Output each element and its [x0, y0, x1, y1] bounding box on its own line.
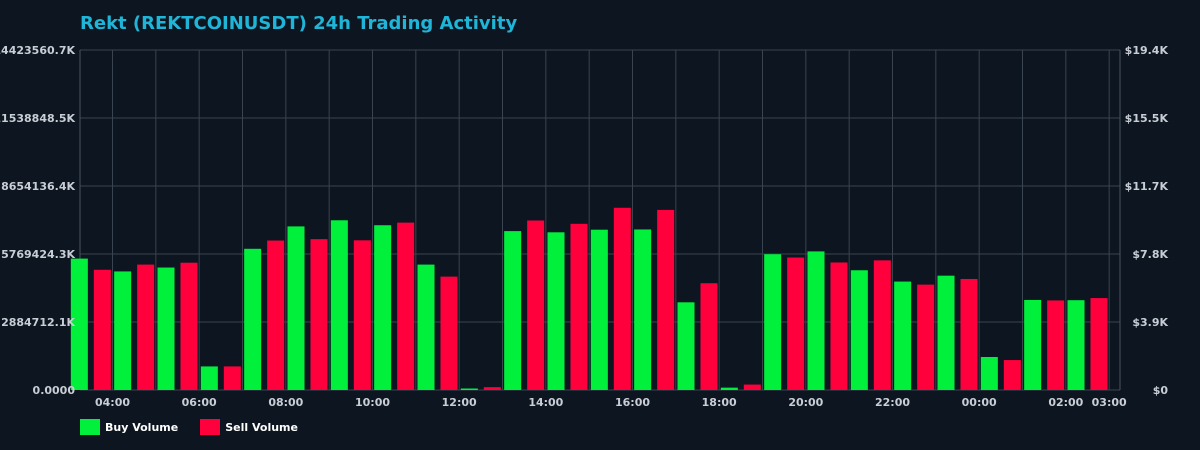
bar-buy-volume — [764, 254, 782, 390]
bar-buy-volume — [157, 267, 175, 390]
bar-sell-volume — [440, 276, 458, 390]
bar-buy-volume — [70, 258, 88, 390]
bar-sell-volume — [960, 278, 978, 390]
y-tick-label-left: 2884712.1K — [1, 316, 75, 329]
bar-buy-volume — [980, 356, 998, 390]
bar-buy-volume — [937, 275, 955, 390]
y-tick-label-right: $11.7K — [1125, 180, 1169, 193]
legend-item-sell-volume[interactable]: Sell Volume — [200, 419, 298, 435]
y-tick-label-left: 11538848.5K — [0, 112, 75, 125]
legend-label-buy: Buy Volume — [105, 420, 179, 434]
bar-sell-volume — [570, 223, 588, 390]
bar-sell-volume — [873, 260, 891, 390]
bar-sell-volume — [700, 283, 718, 390]
x-tick-label: 16:00 — [615, 396, 650, 409]
bar-buy-volume — [720, 387, 738, 390]
x-tick-label: 12:00 — [442, 396, 477, 409]
y-tick-label-right: $3.9K — [1132, 316, 1168, 329]
bar-buy-volume — [287, 226, 305, 390]
bar-buy-volume — [677, 302, 695, 390]
bar-buy-volume — [590, 229, 608, 390]
y-tick-label-right: $19.4K — [1125, 44, 1169, 57]
bar-buy-volume — [504, 231, 522, 390]
bar-sell-volume — [1003, 360, 1021, 390]
x-tick-label: 03:00 — [1092, 396, 1127, 409]
legend: Buy Volume Sell Volume — [80, 419, 298, 435]
y-tick-label-right: $0 — [1153, 384, 1169, 397]
bar-sell-volume — [527, 220, 545, 390]
x-tick-label: 18:00 — [702, 396, 737, 409]
x-tick-label: 08:00 — [268, 396, 303, 409]
bar-sell-volume — [180, 262, 198, 390]
bar-buy-volume — [850, 270, 868, 390]
y-tick-label-left: 8654136.4K — [1, 180, 75, 193]
legend-swatch-sell — [200, 419, 221, 435]
x-tick-label: 06:00 — [182, 396, 217, 409]
bar-sell-volume — [657, 209, 675, 390]
bar-buy-volume — [200, 366, 218, 390]
bar-sell-volume — [1090, 298, 1108, 390]
x-tick-label: 00:00 — [962, 396, 997, 409]
bar-buy-volume — [460, 388, 478, 390]
y-tick-label-left: 5769424.3K — [1, 248, 75, 261]
x-tick-label: 04:00 — [95, 396, 130, 409]
bar-sell-volume — [93, 269, 111, 390]
bar-sell-volume — [223, 366, 241, 390]
bar-sell-volume — [483, 387, 501, 390]
y-tick-label-right: $7.8K — [1132, 248, 1168, 261]
bar-sell-volume — [397, 222, 415, 390]
bar-sell-volume — [353, 240, 371, 390]
bar-buy-volume — [634, 229, 652, 390]
bar-buy-volume — [244, 248, 262, 390]
x-tick-label: 10:00 — [355, 396, 390, 409]
x-tick-label: 22:00 — [875, 396, 910, 409]
bar-buy-volume — [1067, 300, 1085, 390]
y-tick-label-left: 14423560.7K — [0, 44, 75, 57]
bar-sell-volume — [787, 257, 805, 390]
bar-buy-volume — [894, 281, 912, 390]
bar-buy-volume — [1024, 299, 1042, 390]
bar-sell-volume — [830, 262, 848, 390]
bar-sell-volume — [1047, 300, 1065, 390]
chart-title: Rekt (REKTCOINUSDT) 24h Trading Activity — [80, 13, 518, 34]
y-tick-label-left: 0.0000 — [33, 384, 76, 397]
legend-label-sell: Sell Volume — [225, 420, 298, 434]
bar-buy-volume — [330, 220, 348, 390]
legend-item-buy-volume[interactable]: Buy Volume — [80, 419, 178, 435]
bar-sell-volume — [613, 207, 631, 390]
bar-sell-volume — [267, 240, 285, 390]
bar-buy-volume — [417, 264, 435, 390]
bar-buy-volume — [114, 271, 132, 390]
y-tick-label-right: $15.5K — [1125, 112, 1169, 125]
bar-buy-volume — [374, 225, 392, 390]
bar-buy-volume — [807, 251, 825, 390]
x-tick-label: 14:00 — [528, 396, 563, 409]
bar-sell-volume — [917, 284, 935, 390]
bar-buy-volume — [547, 232, 565, 390]
legend-swatch-buy — [80, 419, 100, 435]
bar-sell-volume — [743, 384, 761, 390]
bar-sell-volume — [310, 239, 328, 390]
x-tick-label: 02:00 — [1048, 396, 1083, 409]
bar-sell-volume — [137, 264, 155, 390]
x-tick-label: 20:00 — [788, 396, 823, 409]
